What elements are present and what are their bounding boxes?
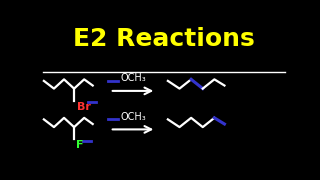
Text: OCH₃: OCH₃: [120, 73, 146, 83]
Text: F: F: [76, 140, 84, 150]
Text: OCH₃: OCH₃: [120, 112, 146, 122]
Text: Br: Br: [77, 102, 91, 112]
Text: E2 Reactions: E2 Reactions: [73, 26, 255, 51]
